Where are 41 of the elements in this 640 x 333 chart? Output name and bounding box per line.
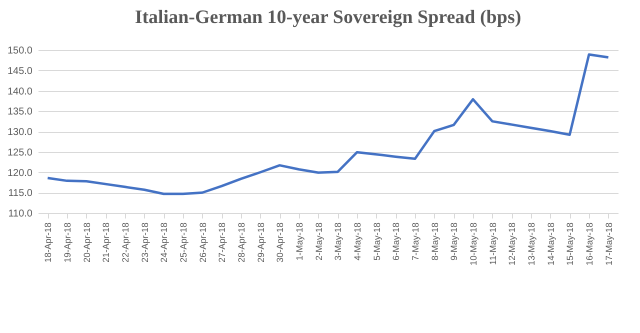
x-tick-label: 25-Apr-18 xyxy=(178,222,188,263)
x-tick-label: 28-Apr-18 xyxy=(236,222,246,263)
x-tick-label: 26-Apr-18 xyxy=(198,222,208,263)
y-tick-label: 150.0 xyxy=(7,46,33,56)
y-tick-label: 125.0 xyxy=(7,147,33,158)
x-tick-label: 30-Apr-18 xyxy=(275,222,286,263)
x-tick-label: 7-May-18 xyxy=(410,222,420,261)
y-tick-label: 110.0 xyxy=(8,208,33,220)
x-tick-label: 17-May-18 xyxy=(604,222,614,266)
x-tick-label: 3-May-18 xyxy=(333,222,344,261)
x-tick-label: 15-May-18 xyxy=(565,222,576,266)
x-tick-label: 21-Apr-18 xyxy=(101,222,112,263)
chart-title: Italian-German 10-year Sovereign Spread (bps) xyxy=(134,7,522,28)
x-tick-label: 19-Apr-18 xyxy=(62,222,72,263)
y-tick-label: 145.0 xyxy=(7,66,33,77)
x-tick-label: 6-May-18 xyxy=(391,222,402,261)
x-tick-label: 8-May-18 xyxy=(430,222,440,261)
x-tick-label: 16-May-18 xyxy=(584,222,594,266)
x-tick-label: 29-Apr-18 xyxy=(256,222,266,263)
x-tick-label: 14-May-18 xyxy=(546,222,556,266)
x-tick-label: 11-May-18 xyxy=(488,222,498,265)
x-tick-label: 1-May-18 xyxy=(294,222,304,261)
y-tick-label: 115.0 xyxy=(8,188,33,200)
y-tick-label: 130.0 xyxy=(7,127,33,138)
x-tick-label: 13-May-18 xyxy=(526,222,536,266)
x-tick-label: 22-Apr-18 xyxy=(120,222,130,263)
x-tick-label: 24-Apr-18 xyxy=(159,222,170,263)
x-tick-label: 4-May-18 xyxy=(352,222,362,261)
y-tick-label: 135.0 xyxy=(7,106,33,118)
x-tick-label: 5-May-18 xyxy=(372,222,382,261)
y-tick-label: 120.0 xyxy=(7,168,33,179)
x-tick-label: 20-Apr-18 xyxy=(82,222,92,263)
x-tick-label: 18-Apr-18 xyxy=(43,222,54,263)
x-tick-label: 9-May-18 xyxy=(449,222,460,261)
x-tick-label: 23-Apr-18 xyxy=(140,222,150,263)
x-tick-label: 27-Apr-18 xyxy=(217,222,228,263)
x-tick-label: 2-May-18 xyxy=(314,222,324,261)
line-series xyxy=(46,53,610,196)
x-tick-label: 10-May-18 xyxy=(468,222,478,266)
x-tick-label: 12-May-18 xyxy=(507,222,518,266)
y-tick-label: 140.0 xyxy=(7,86,33,98)
